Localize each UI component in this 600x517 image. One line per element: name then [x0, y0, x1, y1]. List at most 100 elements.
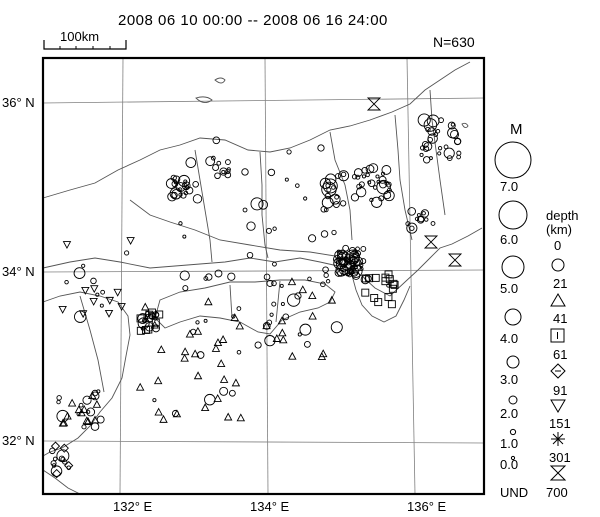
event-triangle — [279, 335, 288, 344]
event-circle — [350, 193, 360, 202]
event-square — [371, 273, 380, 282]
event-triangle — [308, 291, 317, 299]
event-circle — [280, 302, 285, 307]
event-circle — [254, 341, 262, 349]
magnitude-symbol-2 — [508, 395, 518, 405]
event-triangle — [67, 398, 77, 407]
event-circle — [361, 166, 369, 174]
event-circle — [425, 126, 431, 133]
magnitude-label-4: 4.0 — [500, 331, 518, 346]
event-circle — [90, 277, 97, 285]
event-circle — [167, 191, 177, 202]
event-circle — [192, 181, 199, 188]
event-triangle — [235, 321, 245, 330]
event-circle — [405, 221, 411, 227]
lat-label-32: 32° N — [2, 433, 35, 448]
event-circle — [196, 351, 205, 359]
event-circle — [303, 340, 311, 348]
event-circle — [90, 422, 100, 431]
event-circle — [367, 179, 376, 188]
event-diamond — [50, 441, 61, 451]
event-circle — [323, 272, 329, 278]
depth-label-301: 301 — [549, 450, 571, 465]
event-circle — [172, 175, 181, 184]
event-circle — [406, 222, 418, 234]
event-circle — [324, 173, 337, 185]
event-circle — [317, 144, 325, 152]
event-circle — [81, 263, 86, 268]
event-circle — [203, 318, 208, 323]
event-hourglass — [366, 97, 382, 111]
event-inverted-triangle — [81, 287, 90, 295]
event-circle — [242, 207, 248, 213]
event-inverted-triangle — [90, 285, 99, 294]
event-symbols — [49, 97, 463, 479]
event-circle — [279, 283, 284, 288]
event-triangle — [230, 313, 240, 321]
event-circle — [430, 221, 436, 226]
event-triangle — [216, 359, 226, 368]
event-circle — [409, 225, 415, 231]
asterisk-icon — [551, 432, 565, 446]
event-circle — [212, 164, 220, 172]
event-triangle — [288, 351, 297, 360]
event-circle — [271, 280, 277, 287]
event-inverted-triangle — [62, 241, 72, 249]
event-circle — [219, 386, 229, 396]
event-circle — [419, 152, 424, 157]
event-circle — [450, 122, 456, 127]
event-circle — [337, 269, 345, 277]
event-triangle — [135, 382, 145, 391]
event-circle — [437, 151, 442, 156]
event-circle — [250, 197, 264, 211]
event-diamond — [52, 468, 62, 479]
lon-label-134: 134° E — [250, 499, 290, 514]
magnitude-label-0: 0.0 — [500, 457, 518, 472]
event-square — [136, 314, 145, 323]
event-circle — [173, 180, 178, 185]
magnitude-label-6: 6.0 — [500, 232, 518, 247]
event-circle — [265, 227, 272, 234]
square-icon — [550, 328, 565, 343]
event-circle — [329, 193, 341, 205]
event-triangle — [211, 343, 221, 352]
event-circle — [338, 257, 346, 265]
depth-label-61: 61 — [553, 347, 567, 362]
event-circle — [49, 447, 56, 455]
depth-label-41: 41 — [553, 311, 567, 326]
event-circle — [221, 170, 226, 175]
event-circle — [297, 332, 302, 337]
depth-label-91: 91 — [553, 383, 567, 398]
event-circle — [321, 196, 334, 209]
event-circle — [214, 172, 221, 180]
event-circle — [417, 113, 431, 127]
event-triangle — [180, 353, 189, 362]
event-circle — [355, 174, 361, 180]
event-circle — [73, 267, 86, 280]
event-circle — [435, 129, 441, 134]
event-triangle — [185, 329, 195, 338]
event-square — [388, 284, 397, 293]
event-circle — [195, 320, 200, 325]
event-circle — [365, 172, 370, 178]
event-triangle — [190, 349, 200, 358]
event-triangle — [180, 347, 190, 356]
magnitude-label-2: 2.0 — [500, 406, 518, 421]
event-triangle — [83, 417, 93, 425]
lat-label-36: 36° N — [2, 95, 35, 110]
event-circle — [236, 306, 242, 311]
event-circle — [85, 409, 91, 415]
event-circle — [355, 246, 360, 252]
event-circle — [284, 177, 289, 182]
event-circle — [246, 251, 254, 259]
event-circle — [332, 201, 340, 208]
event-triangle — [278, 328, 287, 337]
magnitude-symbol-3 — [506, 355, 520, 369]
event-circle — [427, 136, 433, 143]
event-circle — [236, 349, 242, 355]
event-circle — [322, 178, 338, 194]
event-circle — [421, 211, 426, 216]
event-triangle — [218, 335, 228, 343]
event-circle — [378, 175, 387, 184]
